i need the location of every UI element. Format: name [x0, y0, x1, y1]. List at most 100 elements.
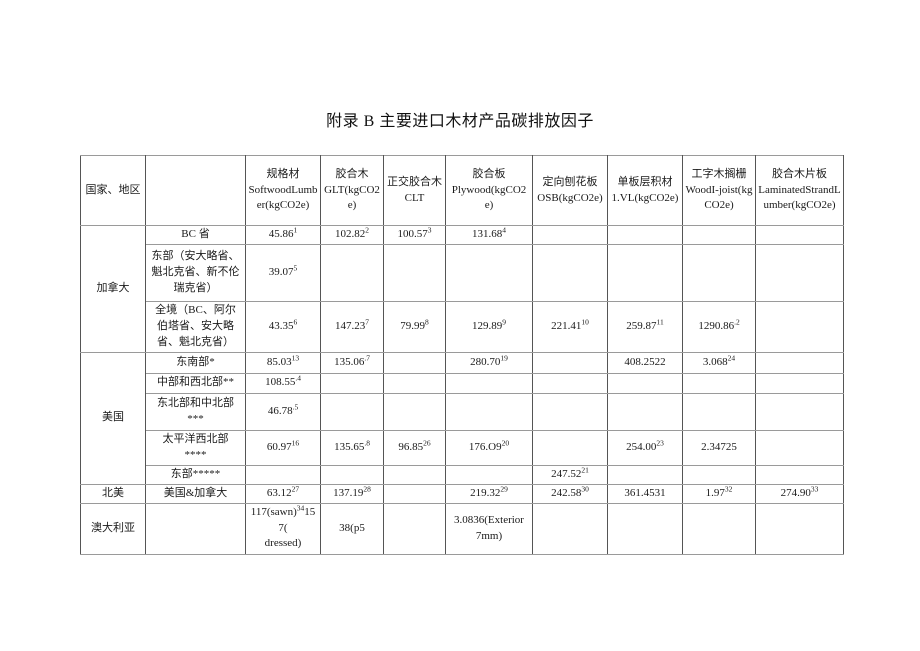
value-cell: 108.55.4	[245, 372, 321, 394]
value-cell: 176.O920	[445, 429, 533, 466]
value-cell: 85.0313	[245, 351, 321, 374]
value-cell: 408.2522	[607, 351, 683, 374]
value-cell	[383, 483, 446, 504]
header-product-zh: 正交胶合木	[387, 175, 442, 188]
value-cell: 1290.86.2	[682, 300, 756, 353]
value-cell: 137.1928	[320, 483, 384, 504]
header-product-zh: 定向刨花板	[542, 175, 598, 188]
value-cell	[320, 372, 384, 394]
value-cell	[532, 502, 608, 555]
header-product-en: CLT	[404, 191, 425, 204]
value-cell	[607, 243, 683, 302]
value-cell: 96.8526	[383, 429, 446, 466]
header-product: 定向刨花板 OSB(kgCO2e)	[532, 155, 608, 226]
country-cell: 澳大利亚	[80, 502, 146, 555]
header-product-zh: 工字木搁栅	[691, 167, 747, 180]
table-row: 太平洋西北部 **** 60.9716 135.65.8 96.8526 176.O92…	[81, 429, 844, 466]
value-cell	[682, 225, 756, 245]
value-cell	[755, 225, 844, 245]
value-cell: 60.9716	[245, 429, 321, 466]
region-cell: 太平洋西北部 ****	[145, 429, 246, 466]
table-row: 加拿大 BC 省 45.861 102.822 100.573 131.684	[80, 225, 844, 353]
table-row: 东北部和中北部 *** 46.78.5	[81, 392, 844, 431]
header-product-en: 1.VL(kgCO2e)	[611, 191, 679, 204]
value-cell	[383, 372, 446, 394]
value-cell	[755, 429, 844, 466]
value-cell	[445, 392, 533, 431]
table-header: 国家、地区 规格材 SoftwoodLumber(kgCO2e) 胶合木 GLT(kgC…	[80, 155, 844, 226]
value-cell: 131.684	[445, 225, 533, 245]
value-cell	[755, 502, 844, 555]
value-cell	[245, 464, 321, 485]
country-cell: 北美	[80, 483, 146, 504]
table-body: 加拿大 BC 省 45.861 102.822 100.573 131.684 东部（安大略…	[80, 225, 844, 555]
value-cell	[607, 502, 683, 555]
header-product: 正交胶合木 CLT	[383, 155, 446, 226]
value-cell	[445, 243, 533, 302]
page-title: 附录 B 主要进口木材产品碳排放因子	[326, 113, 594, 130]
country-cell: 加拿大	[80, 225, 146, 353]
region-cell	[145, 502, 246, 555]
emission-factors-table: 国家、地区 规格材 SoftwoodLumber(kgCO2e) 胶合木 GLT(kgC…	[80, 155, 844, 555]
country-cell: 美国	[80, 351, 146, 485]
value-cell	[383, 464, 446, 485]
value-cell	[682, 372, 756, 394]
table-row: 东部（安大略省、 魁北克省、新不伦 瑞克省） 39.075	[81, 243, 844, 302]
table-row: 全境（BC、阿尔 伯塔省、安大略 省、魁北克省） 43.356 147.237 79.…	[81, 300, 844, 353]
value-cell: 39.075	[245, 243, 321, 302]
value-cell	[383, 243, 446, 302]
value-cell	[682, 464, 756, 485]
header-product-zh: 胶合木	[335, 167, 369, 180]
value-cell	[532, 372, 608, 394]
value-cell	[320, 392, 384, 431]
value-cell	[755, 464, 844, 485]
value-cell: 3.06824	[682, 351, 756, 374]
value-cell	[383, 502, 446, 555]
value-cell: 45.861	[245, 225, 321, 245]
region-cell: 东部*****	[145, 464, 246, 485]
value-cell	[445, 464, 533, 485]
header-product-zh: 胶合木片板	[772, 167, 827, 180]
value-cell: 242.5830	[532, 483, 608, 504]
table-row: 北美 美国&加拿大 63.1227 137.1928 219.3229 242.5830 3…	[80, 483, 844, 504]
value-cell: 1.9732	[682, 483, 756, 504]
value-cell	[320, 464, 384, 485]
value-cell: 254.0023	[607, 429, 683, 466]
header-product-zh: 规格材	[266, 167, 300, 180]
header-product-zh: 胶合板	[472, 167, 506, 180]
header-product: 胶合板 Plywood(kgCO2e)	[445, 155, 533, 226]
value-cell: 247.5221	[532, 464, 608, 485]
value-cell: 135.65.8	[320, 429, 384, 466]
value-cell: 280.7019	[445, 351, 533, 374]
region-cell: 中部和西北部**	[145, 372, 246, 394]
value-cell	[320, 243, 384, 302]
value-cell: 219.3229	[445, 483, 533, 504]
value-cell	[532, 243, 608, 302]
header-product: 胶合木 GLT(kgCO2e)	[320, 155, 384, 226]
value-cell	[383, 392, 446, 431]
value-cell	[755, 243, 844, 302]
value-cell	[607, 392, 683, 431]
header-product-en: GLT(kgCO2e)	[324, 183, 380, 212]
value-cell	[755, 351, 844, 374]
region-cell: 东部（安大略省、 魁北克省、新不伦 瑞克省）	[145, 243, 246, 302]
region-cell: 全境（BC、阿尔 伯塔省、安大略 省、魁北克省）	[145, 300, 246, 353]
table-row: 东部***** 247.5221	[81, 464, 844, 485]
table-row: 澳大利亚 117(sawn)34157( dressed) 38(p5 3.0836(…	[80, 502, 844, 555]
value-cell	[607, 464, 683, 485]
value-cell	[755, 300, 844, 353]
value-cell	[755, 392, 844, 431]
value-cell: 135.06.7	[320, 351, 384, 374]
value-cell	[532, 225, 608, 245]
value-cell: 100.573	[383, 225, 446, 245]
value-cell	[532, 351, 608, 374]
value-cell: 3.0836(Exterior 7mm)	[445, 502, 533, 555]
region-cell: BC 省	[145, 225, 246, 245]
value-cell: 147.237	[320, 300, 384, 353]
header-product-en: WoodI-joist(kgCO2e)	[685, 183, 753, 212]
value-cell: 43.356	[245, 300, 321, 353]
region-cell: 东南部*	[145, 351, 246, 374]
value-cell	[607, 225, 683, 245]
value-cell	[607, 372, 683, 394]
header-country-region: 国家、地区	[80, 155, 146, 226]
